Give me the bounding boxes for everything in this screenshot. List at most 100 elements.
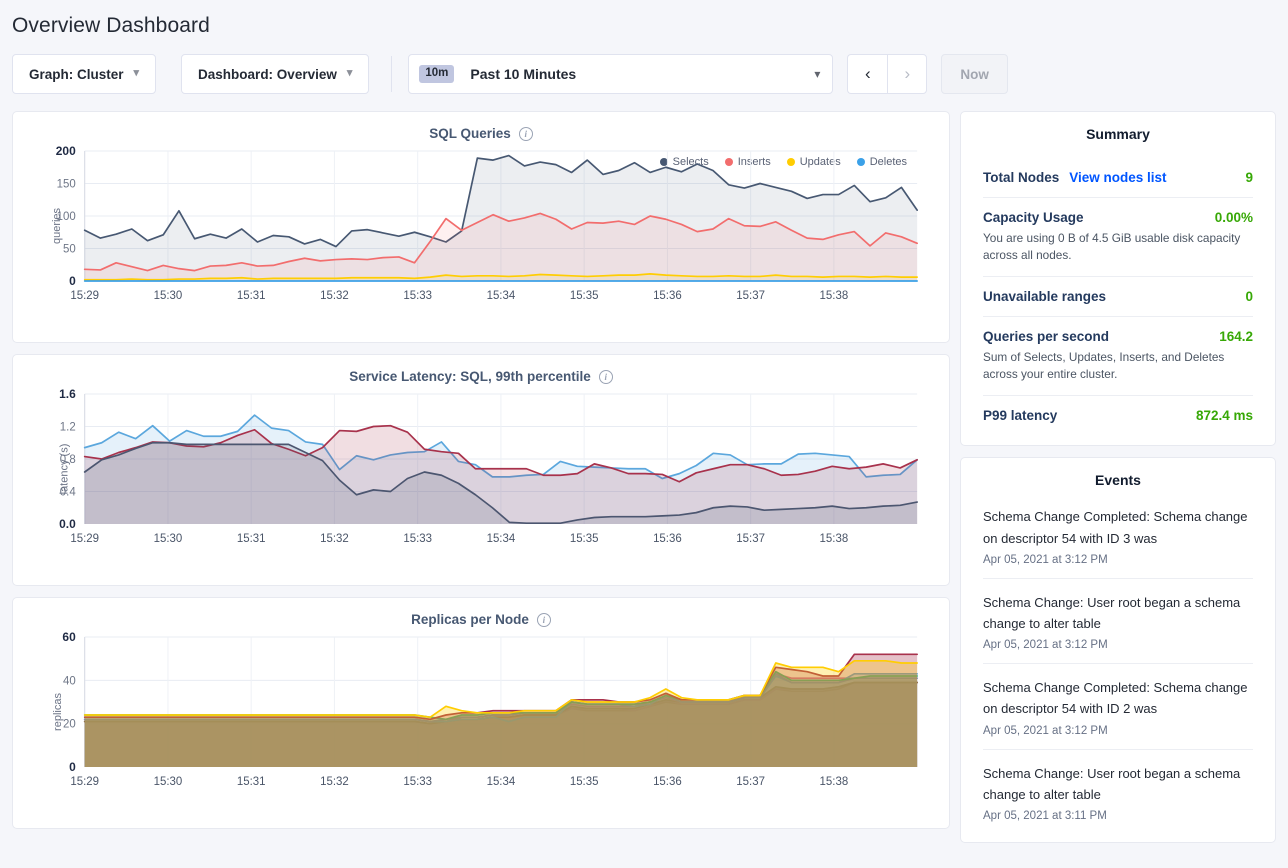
dashboard-content: SQL Queries i Selects Inserts Updates Delet… (0, 94, 1288, 843)
summary-row-label: Total Nodes (983, 170, 1060, 185)
x-tick-label: 15:33 (403, 533, 432, 545)
x-tick-label: 15:35 (570, 776, 599, 788)
time-range-label: Past 10 Minutes (470, 66, 577, 82)
info-icon[interactable]: i (536, 612, 551, 627)
event-item[interactable]: Schema Change Completed: Schema change o… (983, 502, 1253, 577)
event-timestamp: Apr 05, 2021 at 3:12 PM (983, 724, 1108, 737)
chart-replicas-per-node: Replicas per Node i replicas 0 20 40 60 15:2… (12, 597, 950, 829)
x-tick-label: 15:31 (237, 776, 266, 788)
x-tick-label: 15:30 (154, 290, 183, 302)
page-title: Overview Dashboard (12, 14, 210, 37)
charts-column: SQL Queries i Selects Inserts Updates Delet… (12, 111, 950, 843)
x-tick-label: 15:31 (237, 533, 266, 545)
legend-swatch-icon (724, 158, 733, 166)
x-tick-label: 15:33 (403, 776, 432, 788)
event-item[interactable]: Schema Change: User root began a schema … (983, 748, 1253, 834)
chart-line (83, 414, 918, 480)
chart-title: Replicas per Node i (13, 612, 949, 627)
summary-row: Capacity Usage 0.00% You are using 0 B of … (983, 197, 1253, 276)
chart-line (83, 681, 918, 725)
y-tick-label: 0.0 (59, 517, 76, 531)
legend-swatch-icon (856, 158, 865, 166)
prev-time-button[interactable]: ‹ (847, 54, 888, 94)
summary-row-description: Sum of Selects, Updates, Inserts, and De… (983, 350, 1225, 382)
x-tick-label: 15:32 (320, 290, 349, 302)
graph-select-label: Graph: Cluster (29, 66, 124, 82)
y-axis-label: latency (s) (58, 443, 71, 495)
chart-area (84, 682, 918, 767)
x-tick-label: 15:36 (653, 776, 682, 788)
toolbar: Graph: Cluster ▾ Dashboard: Overview ▾ 1… (0, 38, 1288, 94)
chart-area (84, 654, 918, 767)
x-tick-label: 15:30 (154, 533, 183, 545)
graph-select[interactable]: Graph: Cluster ▾ (12, 54, 157, 94)
info-icon[interactable]: i (518, 126, 533, 141)
chart-line (83, 154, 918, 248)
x-tick-label: 15:38 (820, 776, 849, 788)
event-timestamp: Apr 05, 2021 at 3:12 PM (983, 639, 1108, 652)
y-axis-label: queries (51, 207, 64, 245)
chart-title: SQL Queries i (13, 126, 949, 141)
chart-line (83, 441, 918, 525)
dashboard-select-label: Dashboard: Overview (198, 66, 337, 82)
y-tick-label: 1.2 (60, 421, 76, 433)
x-tick-label: 15:32 (320, 533, 349, 545)
summary-row-description: You are using 0 B of 4.5 GiB usable disk… (983, 231, 1241, 263)
chart-area (84, 682, 918, 767)
time-nav-group: ‹ › (847, 54, 928, 94)
events-panel: Events Schema Change Completed: Schema c… (960, 457, 1276, 843)
chart-area (84, 682, 918, 767)
y-tick-label: 0.4 (60, 486, 77, 498)
summary-row: Queries per second 164.2 Sum of Selects, U… (983, 316, 1253, 395)
x-tick-label: 15:38 (820, 290, 849, 302)
y-tick-label: 40 (63, 675, 76, 687)
chart-line (83, 424, 918, 483)
time-range-select[interactable]: 10m Past 10 Minutes ▾ (408, 54, 834, 94)
chart-sql-queries: SQL Queries i Selects Inserts Updates Delet… (12, 111, 950, 343)
x-tick-label: 15:29 (70, 290, 99, 302)
chart-title-text: Service Latency: SQL, 99th percentile (349, 369, 591, 384)
y-tick-label: 60 (62, 630, 76, 644)
chart-legend: Selects Inserts Updates Deletes (659, 156, 907, 168)
y-tick-label: 20 (63, 719, 76, 731)
x-tick-label: 15:33 (403, 290, 432, 302)
summary-row: Unavailable ranges 0 (983, 276, 1253, 316)
event-text: Schema Change Completed: Schema change o… (983, 509, 1248, 546)
event-item[interactable]: Schema Change: User root began a schema … (983, 577, 1253, 663)
x-tick-label: 15:34 (487, 290, 516, 302)
event-timestamp: Apr 05, 2021 at 3:12 PM (983, 553, 1108, 566)
legend-label: Deletes (869, 156, 907, 168)
next-time-button[interactable]: › (887, 54, 928, 94)
chart-line (83, 672, 918, 723)
chart-title: Service Latency: SQL, 99th percentile i (13, 369, 949, 384)
summary-heading: Summary (1086, 126, 1150, 142)
summary-row-value: 0 (1245, 289, 1253, 305)
y-tick-label: 0 (69, 274, 76, 288)
x-tick-label: 15:34 (487, 776, 516, 788)
y-tick-label: 1.6 (59, 387, 76, 401)
legend-item[interactable]: Inserts (724, 156, 771, 168)
summary-row-value: 0.00% (1214, 210, 1253, 225)
x-tick-label: 15:36 (653, 290, 682, 302)
chart-area (84, 660, 918, 767)
view-nodes-list-link[interactable]: View nodes list (1069, 170, 1167, 185)
legend-item[interactable]: Updates (786, 156, 841, 168)
legend-item[interactable]: Deletes (856, 156, 907, 168)
summary-panel: Summary Total Nodes View nodes list 9 Capac… (960, 111, 1276, 447)
event-text: Schema Change: User root began a schema … (983, 594, 1241, 631)
y-tick-label: 150 (57, 178, 76, 190)
x-tick-label: 15:32 (320, 776, 349, 788)
now-button[interactable]: Now (941, 54, 1008, 94)
x-tick-label: 15:37 (736, 776, 765, 788)
x-tick-label: 15:34 (487, 533, 516, 545)
chart-plot: replicas 0 20 40 60 15:29 15:30 15:31 15:32 15:3… (13, 627, 949, 797)
summary-row-label: Unavailable ranges (983, 289, 1107, 305)
dashboard-select[interactable]: Dashboard: Overview ▾ (181, 54, 370, 94)
info-icon[interactable]: i (598, 369, 613, 384)
x-tick-label: 15:30 (154, 776, 183, 788)
event-timestamp: Apr 05, 2021 at 3:11 PM (983, 809, 1107, 822)
chart-service-latency: Service Latency: SQL, 99th percentile i … (12, 354, 950, 586)
event-item[interactable]: Schema Change Completed: Schema change o… (983, 663, 1253, 748)
time-range-badge: 10m (419, 65, 455, 83)
y-tick-label: 100 (57, 211, 76, 223)
